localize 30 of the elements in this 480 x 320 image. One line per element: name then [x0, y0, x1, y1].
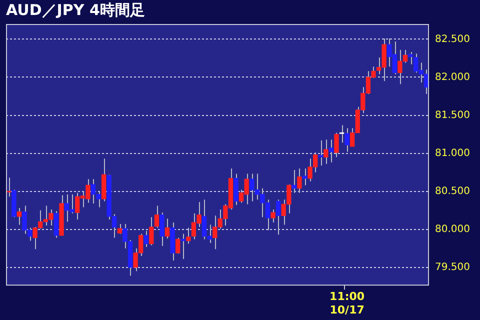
candlestick [164, 218, 170, 239]
y-tick-label: 81.500 [435, 110, 470, 121]
candlestick [234, 173, 238, 206]
candlestick [339, 124, 344, 144]
chart-title: AUD／JPY 4時間足 [6, 0, 145, 19]
y-tick-label: 79.500 [435, 262, 470, 273]
candlestick [16, 208, 22, 226]
y-tick-label: 82.500 [435, 34, 470, 45]
candlestick [144, 230, 148, 248]
y-tick-label: 81.000 [435, 148, 470, 159]
candlestick [292, 170, 297, 194]
candlestick [6, 177, 11, 198]
candlestick [318, 140, 323, 166]
y-tick-label: 82.000 [435, 72, 470, 83]
candlestick [117, 224, 122, 234]
y-tick-label: 80.000 [435, 224, 470, 235]
candlestick [276, 199, 281, 236]
candlestick [149, 216, 154, 246]
candlestick [154, 205, 160, 228]
candlestick [297, 168, 302, 194]
candlestick [176, 237, 180, 254]
candlestick [344, 128, 350, 152]
candlestick [328, 139, 334, 163]
candlestick [186, 227, 191, 244]
candlestick [334, 132, 339, 158]
x-tick-label: 11:00 10/17 [330, 290, 365, 316]
candlestick [54, 210, 59, 238]
y-tick-label: 80.500 [435, 186, 470, 197]
candlestick [324, 139, 328, 164]
candlestick [270, 209, 276, 223]
